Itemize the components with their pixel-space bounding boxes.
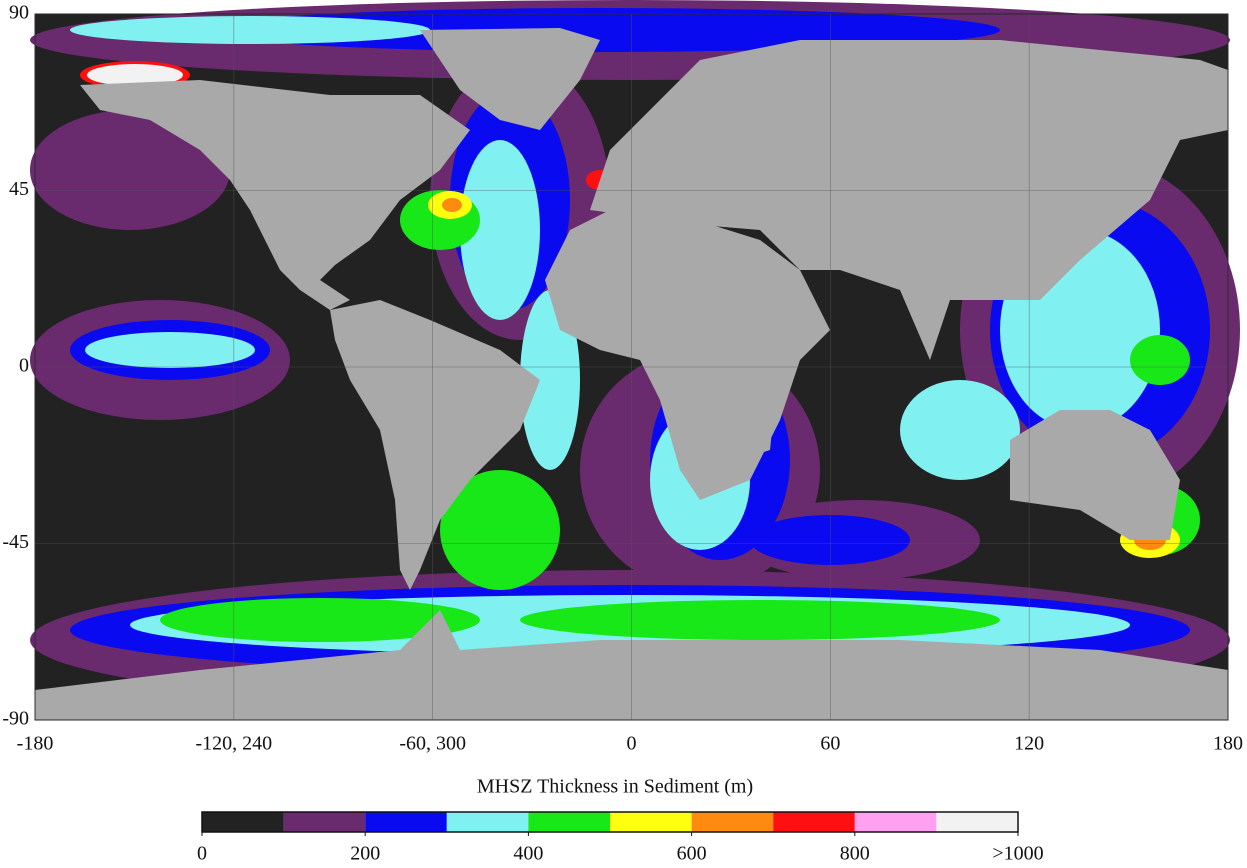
colorbar-title: MHSZ Thickness in Sediment (m) — [477, 776, 753, 798]
colorbar-tick-label: 200 — [350, 843, 380, 865]
colorbar-tick-label: 0 — [197, 843, 207, 865]
x-tick-label: 0 — [627, 733, 637, 755]
colorbar-swatch — [691, 812, 774, 832]
map-area — [30, 0, 1240, 721]
colorbar: 0 200 400 600 800 >1000 — [197, 811, 1044, 865]
colorbar-swatch — [773, 812, 855, 832]
y-tick-label: 0 — [19, 355, 29, 377]
x-tick-label: 60 — [820, 733, 840, 755]
x-tick-label: 120 — [1014, 733, 1044, 755]
colorbar-swatch — [446, 812, 529, 832]
zone-500 — [160, 190, 1200, 642]
y-tick-label: 45 — [9, 178, 29, 200]
x-tick-label: -120, 240 — [195, 733, 272, 755]
colorbar-swatch — [528, 812, 610, 832]
colorbar-swatch — [365, 812, 447, 832]
x-tick-label: -180 — [17, 733, 54, 755]
axes: -180 -120, 240 -60, 300 0 60 120 180 90 45 0 -45 -9… — [2, 2, 1243, 755]
colorbar-tick-label: 600 — [677, 843, 707, 865]
colorbar-swatch — [854, 812, 937, 832]
colorbar-swatch — [283, 812, 366, 832]
colorbar-tick-label: 400 — [513, 843, 543, 865]
y-tick-label: -45 — [2, 531, 29, 553]
colorbar-tick-label: 800 — [840, 843, 870, 865]
x-tick-label: 180 — [1213, 733, 1243, 755]
colorbar-swatch — [202, 812, 284, 832]
y-tick-label: -90 — [2, 708, 29, 730]
colorbar-frame — [201, 811, 1019, 833]
colorbar-tick-label: >1000 — [992, 843, 1043, 865]
x-tick-label: -60, 300 — [399, 733, 466, 755]
y-tick-label: 90 — [9, 2, 29, 24]
colorbar-swatch — [936, 812, 1018, 832]
colorbar-swatch — [610, 812, 692, 832]
